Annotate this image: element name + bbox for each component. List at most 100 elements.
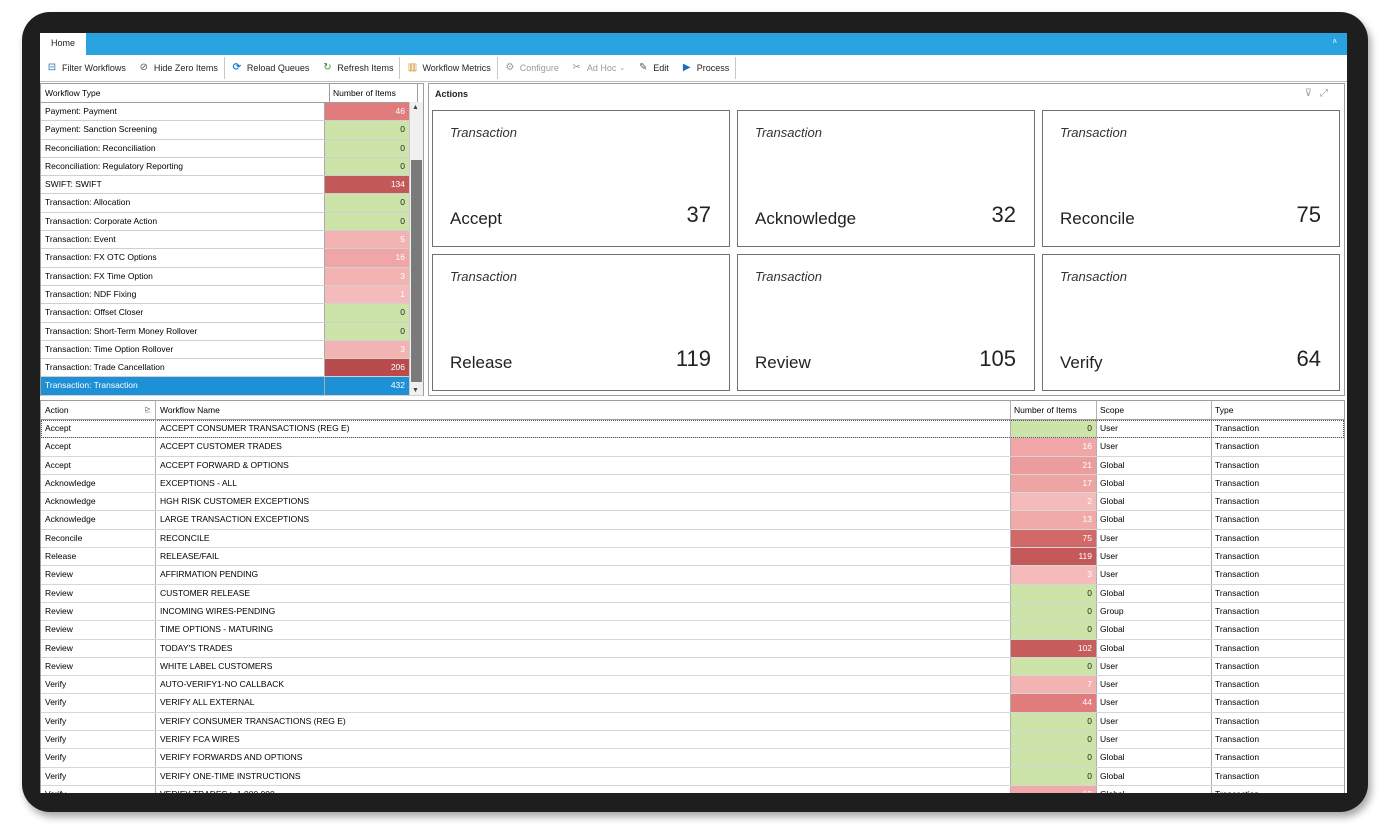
workflow-type-row[interactable]: Transaction: Time Option Rollover 3 (41, 340, 423, 360)
action-grid-row[interactable]: Review TIME OPTIONS - MATURING 0 Global Tran… (41, 621, 1344, 640)
item-count-cell: 3 (1011, 566, 1097, 584)
action-grid-row[interactable]: Verify VERIFY FCA WIRES 0 User Transaction (41, 731, 1344, 750)
type-cell: Transaction (1215, 423, 1260, 433)
type-cell: Transaction (1215, 734, 1260, 745)
workflow-name-cell: TODAY'S TRADES (156, 639, 1011, 657)
action-card-name: Acknowledge (755, 209, 857, 228)
action-card[interactable]: Transaction Verify 64 (1042, 254, 1340, 391)
maximize-icon[interactable]: ⤢ (1320, 88, 1336, 99)
tab-home[interactable]: Home (40, 33, 86, 55)
ribbon-collapse-icon[interactable]: ˄ (1332, 37, 1337, 46)
type-cell: Transaction (1215, 660, 1260, 671)
workflow-metrics-button[interactable]: ▥ Workflow Metrics (400, 57, 496, 79)
action-grid-row[interactable]: Verify VERIFY ALL EXTERNAL 44 User Transacti… (41, 694, 1344, 713)
workflow-type-row[interactable]: Transaction: Short-Term Money Rollover 0 (41, 322, 423, 341)
toolbar-separator (735, 57, 737, 79)
item-count-cell: 5 (325, 231, 409, 249)
toolbar-separator (496, 57, 498, 79)
clear-filter-icon[interactable]: ⊽ (1304, 88, 1320, 99)
workflow-type-cell: Transaction: Corporate Action (41, 212, 325, 231)
action-grid-row[interactable]: Accept ACCEPT CUSTOMER TRADES 16 User Transa… (41, 438, 1344, 457)
action-card-name: Reconcile (1060, 209, 1135, 228)
process-label: Process (696, 63, 730, 73)
type-cell: Transaction (1215, 624, 1260, 635)
workflow-type-row[interactable]: Transaction: Transaction 432 (41, 377, 423, 396)
workflow-type-cell: Transaction: Allocation (41, 194, 325, 212)
column-header-action[interactable]: Action ⊵ (41, 401, 156, 419)
configure-button[interactable]: ⚙ Configure (498, 57, 565, 79)
hide-zero-items-button[interactable]: ⊘ Hide Zero Items (132, 57, 224, 79)
workflow-type-row[interactable]: Transaction: Corporate Action 0 (41, 212, 423, 232)
action-grid-row[interactable]: Verify VERIFY FORWARDS AND OPTIONS 0 Global… (41, 749, 1344, 768)
reload-queues-button[interactable]: ⟳ Reload Queues (225, 57, 316, 79)
action-card[interactable]: Transaction Release 119 (432, 254, 730, 391)
process-button[interactable]: ▶ Process (675, 57, 736, 79)
workflow-type-row[interactable]: Transaction: FX OTC Options 16 (41, 249, 423, 268)
action-grid-row[interactable]: Review WHITE LABEL CUSTOMERS 0 User Transact… (41, 657, 1344, 677)
action-card[interactable]: Transaction Acknowledge 32 (737, 110, 1035, 247)
action-grid-row[interactable]: Acknowledge LARGE TRANSACTION EXCEPTIONS 1… (41, 511, 1344, 530)
workflow-type-row[interactable]: Transaction: Allocation 0 (41, 194, 423, 213)
column-header-number-of-items[interactable]: Number of Items (1011, 401, 1097, 419)
type-cell: Transaction (1215, 587, 1260, 598)
column-header-workflow-name[interactable]: Workflow Name (156, 401, 1011, 419)
action-grid-row[interactable]: Acknowledge HGH RISK CUSTOMER EXCEPTIONS 2… (41, 493, 1344, 512)
scope-cell: User (1097, 420, 1212, 438)
action-card[interactable]: Transaction Review 105 (737, 254, 1035, 391)
column-header-type[interactable]: Type (1215, 405, 1234, 415)
action-grid-row[interactable]: Release RELEASE/FAIL 119 User Transaction (41, 548, 1344, 567)
workflow-name-cell: VERIFY FCA WIRES (156, 731, 1011, 749)
ad-hoc-button[interactable]: ✂ Ad Hoc ⌄ (565, 57, 631, 79)
scrollbar-thumb[interactable] (411, 160, 422, 382)
scroll-down-icon[interactable]: ▼ (412, 387, 419, 394)
workflow-type-row[interactable]: Transaction: FX Time Option 3 (41, 267, 423, 286)
action-grid-row[interactable]: Verify VERIFY ONE-TIME INSTRUCTIONS 0 Globa… (41, 767, 1344, 786)
action-cell: Review (41, 639, 156, 657)
action-cell: Review (41, 566, 156, 584)
action-grid-row[interactable]: Accept ACCEPT CONSUMER TRANSACTIONS (REG … (41, 420, 1344, 439)
workflow-type-row[interactable]: Reconciliation: Regulatory Reporting 0 (41, 157, 423, 177)
workflow-type-row[interactable]: Payment: Payment 46 (41, 103, 423, 122)
action-grid-row[interactable]: Acknowledge EXCEPTIONS - ALL 17 Global Trans… (41, 474, 1344, 494)
workflow-type-cell: Payment: Payment (41, 103, 325, 121)
workflow-type-row[interactable]: Reconciliation: Reconciliation 0 (41, 139, 423, 158)
tools-icon: ✂ (572, 62, 582, 73)
action-grid-row[interactable]: Review INCOMING WIRES-PENDING 0 Group Transa… (41, 602, 1344, 622)
gear-icon: ⚙ (505, 62, 515, 73)
column-header-scope[interactable]: Scope (1097, 401, 1212, 419)
refresh-icon: ↻ (323, 62, 332, 73)
edit-button[interactable]: ✎ Edit (631, 57, 675, 79)
refresh-items-button[interactable]: ↻ Refresh Items (315, 57, 399, 79)
refresh-items-label: Refresh Items (337, 63, 394, 73)
action-grid-row[interactable]: Review AFFIRMATION PENDING 3 User Transactio… (41, 566, 1344, 585)
workflow-type-row[interactable]: SWIFT: SWIFT 134 (41, 176, 423, 195)
actions-panel-title: Actions (435, 89, 469, 99)
item-count-cell: 75 (1011, 529, 1097, 548)
column-header-number-of-items[interactable]: Number of Items (330, 84, 418, 102)
action-grid-row[interactable]: Review TODAY'S TRADES 102 Global Transaction (41, 639, 1344, 658)
action-grid-row[interactable]: Verify AUTO-VERIFY1-NO CALLBACK 7 User Trans… (41, 676, 1344, 695)
scope-cell: Global (1097, 749, 1212, 767)
workflow-type-row[interactable]: Transaction: Offset Closer 0 (41, 304, 423, 323)
item-count-cell: 13 (1011, 511, 1097, 529)
item-count-cell: 1 (325, 285, 409, 304)
workflow-type-row[interactable]: Transaction: NDF Fixing 1 (41, 285, 423, 305)
filter-workflows-button[interactable]: ⊟ Filter Workflows (40, 57, 132, 79)
edit-label: Edit (653, 63, 669, 73)
action-grid-row[interactable]: Review CUSTOMER RELEASE 0 Global Transaction (41, 584, 1344, 603)
scroll-up-icon[interactable]: ▲ (412, 104, 419, 111)
action-card[interactable]: Transaction Reconcile 75 (1042, 110, 1340, 247)
workflow-grid-scrollbar[interactable]: ▲ ▼ (409, 102, 423, 395)
item-count-cell: 0 (325, 157, 409, 176)
hide-zero-items-label: Hide Zero Items (153, 63, 218, 73)
action-card[interactable]: Transaction Accept 37 (432, 110, 730, 247)
column-header-workflow-type[interactable]: Workflow Type (41, 84, 330, 102)
workflow-type-row[interactable]: Transaction: Event 5 (41, 231, 423, 250)
workflow-type-row[interactable]: Transaction: Trade Cancellation 206 (41, 359, 423, 378)
workflow-type-cell: Transaction: Event (41, 231, 325, 249)
action-grid-row[interactable]: Verify VERIFY CONSUMER TRANSACTIONS (REG … (41, 712, 1344, 732)
workflow-type-row[interactable]: Payment: Sanction Screening 0 (41, 121, 423, 140)
action-grid-row[interactable]: Reconcile RECONCILE 75 User Transaction (41, 529, 1344, 549)
action-grid-row[interactable]: Accept ACCEPT FORWARD & OPTIONS 21 Global Tr… (41, 456, 1344, 475)
